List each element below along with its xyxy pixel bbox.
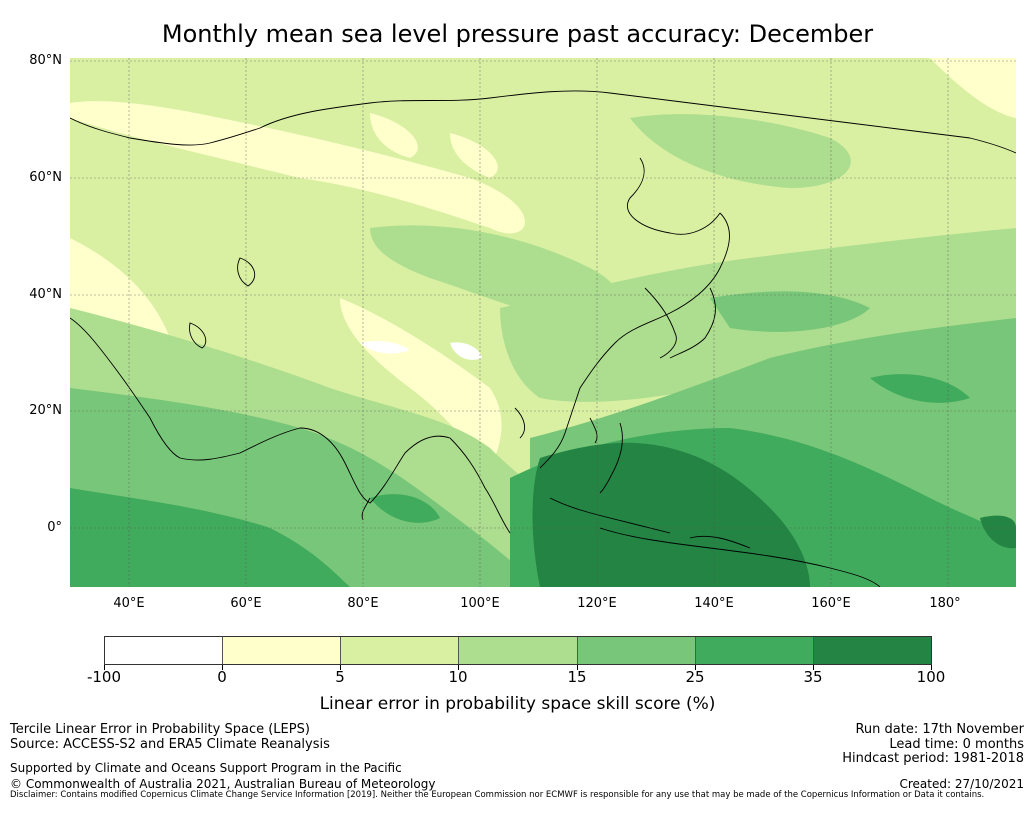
colorbar-segment [223,637,342,664]
colorbar-segment [341,637,460,664]
footer-method: Tercile Linear Error in Probability Spac… [10,722,310,737]
footer-created: Created: 27/10/2021 [899,777,1024,791]
colorbar-tick: 15 [567,668,587,686]
colorbar-segment [105,637,224,664]
colorbar-tick: 100 [916,668,946,686]
footer-source: Source: ACCESS-S2 and ERA5 Climate Reana… [10,737,330,752]
map-title: Monthly mean sea level pressure past acc… [161,20,874,48]
graticule [70,58,1016,587]
lon-label-140e: 140°E [694,596,734,611]
colorbar-segment [695,637,814,664]
skill-35-100-regions [532,442,1016,587]
colorbar-tick: -100 [86,668,122,686]
footer-lead-time: Lead time: 0 months [889,737,1024,752]
colorbar-tick: 10 [448,668,468,686]
colorbar-tick: 5 [335,668,345,686]
colorbar-segment [577,637,696,664]
colorbar-tick: 0 [217,668,227,686]
lon-label-120e: 120°E [577,596,617,611]
colorbar-segment [459,637,578,664]
lon-label-40e: 40°E [113,596,145,611]
colorbar-tick: 25 [685,668,705,686]
coastlines [70,90,1016,587]
colorbar-tick: 35 [803,668,823,686]
skill-negative-regions [360,340,482,360]
colorbar-segment [813,637,931,664]
lon-label-60e: 60°E [230,596,262,611]
footer-disclaimer: Disclaimer: Contains modified Copernicus… [10,790,985,800]
colorbar [104,636,932,665]
footer-copyright: © Commonwealth of Australia 2021, Austra… [10,777,436,791]
lon-label-180: 180° [929,596,961,611]
lon-label-80e: 80°E [347,596,379,611]
lat-label-0: 0° [47,520,62,535]
footer-support: Supported by Climate and Oceans Support … [10,761,402,775]
footer-hindcast: Hindcast period: 1981-2018 [842,751,1024,766]
footer-run-date: Run date: 17th November [855,722,1024,737]
lat-label-80n: 80°N [29,53,62,68]
lat-label-40n: 40°N [29,287,62,302]
lat-label-20n: 20°N [29,403,62,418]
skill-score-map [70,58,1016,587]
colorbar-label: Linear error in probability space skill … [319,694,716,714]
lon-label-160e: 160°E [811,596,851,611]
lon-label-100e: 100°E [460,596,500,611]
lat-label-60n: 60°N [29,170,62,185]
